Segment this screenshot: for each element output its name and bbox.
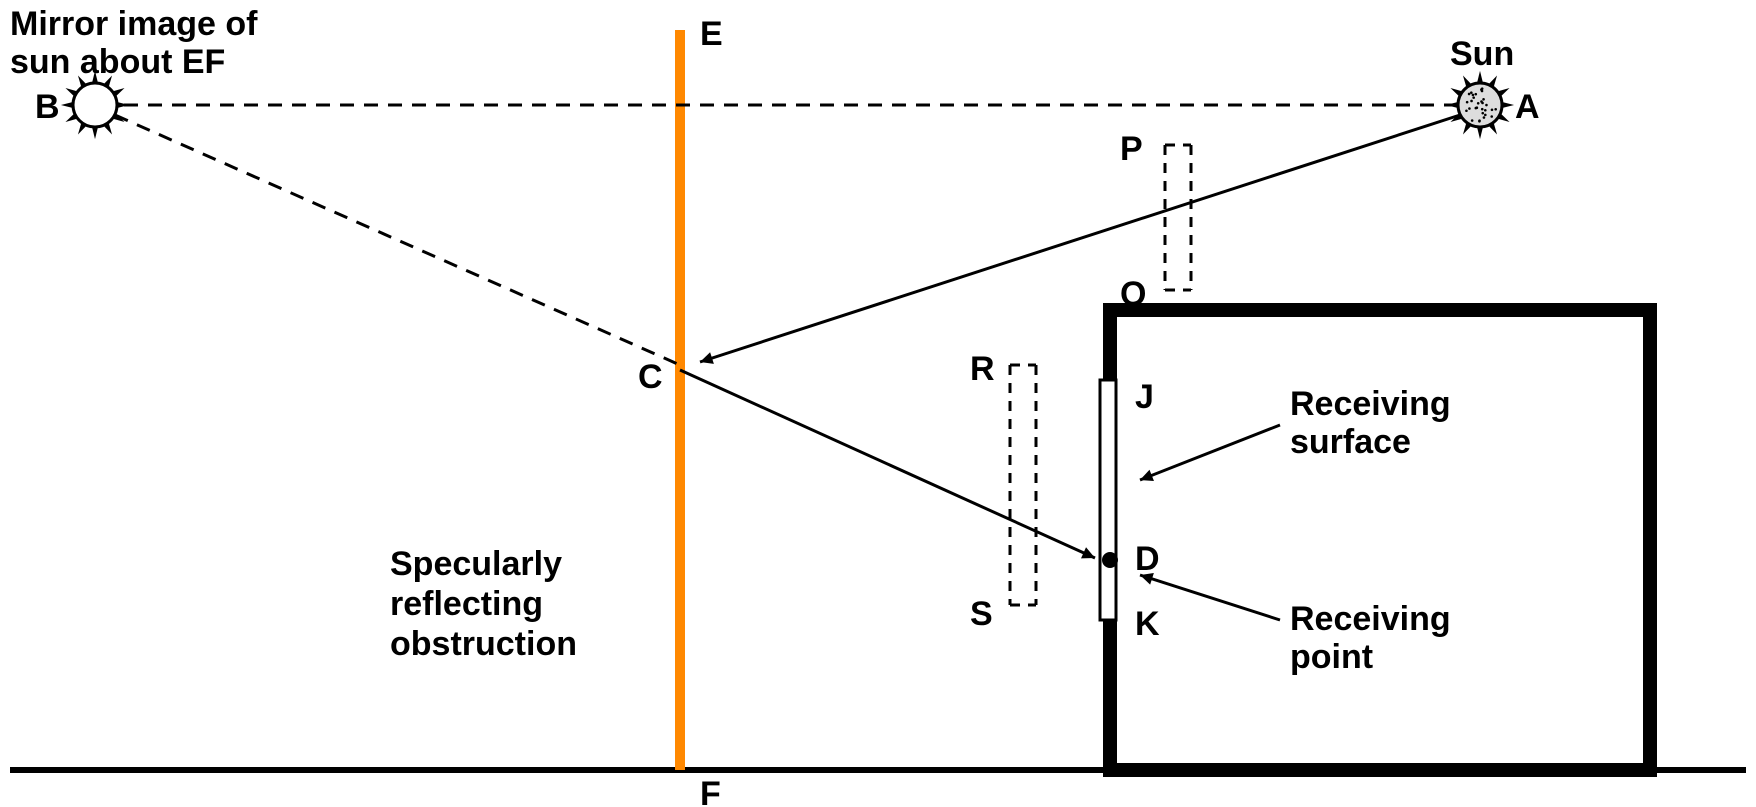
- label-a: A: [1515, 88, 1540, 126]
- label-j: J: [1135, 378, 1154, 416]
- label-recv-surface-1: Receiving: [1290, 385, 1451, 423]
- label-e: E: [700, 15, 723, 53]
- label-specular-2: reflecting: [390, 585, 543, 623]
- label-mirror-image-1: Mirror image of: [10, 5, 258, 43]
- point-d-dot: [1102, 552, 1118, 568]
- receiving-surface: [1100, 380, 1116, 620]
- label-q: Q: [1120, 275, 1146, 313]
- label-d: D: [1135, 540, 1160, 578]
- label-recv-surface-2: surface: [1290, 423, 1411, 461]
- label-specular-3: obstruction: [390, 625, 577, 663]
- diagram-canvas: Mirror image ofsun about EF SunA B C D E F J K P Q…: [0, 0, 1756, 807]
- label-s: S: [970, 595, 993, 633]
- label-specular-1: Specularly: [390, 545, 562, 583]
- label-sun: Sun: [1450, 35, 1514, 73]
- label-k: K: [1135, 605, 1160, 643]
- label-recv-point-2: point: [1290, 638, 1373, 676]
- label-recv-point-1: Receiving: [1290, 600, 1451, 638]
- building-box: [1110, 310, 1650, 770]
- label-b: B: [35, 88, 60, 126]
- label-r: R: [970, 350, 995, 388]
- label-c: C: [638, 358, 663, 396]
- label-f: F: [700, 775, 721, 807]
- label-p: P: [1120, 130, 1143, 168]
- label-mirror-image-2: sun about EF: [10, 43, 225, 81]
